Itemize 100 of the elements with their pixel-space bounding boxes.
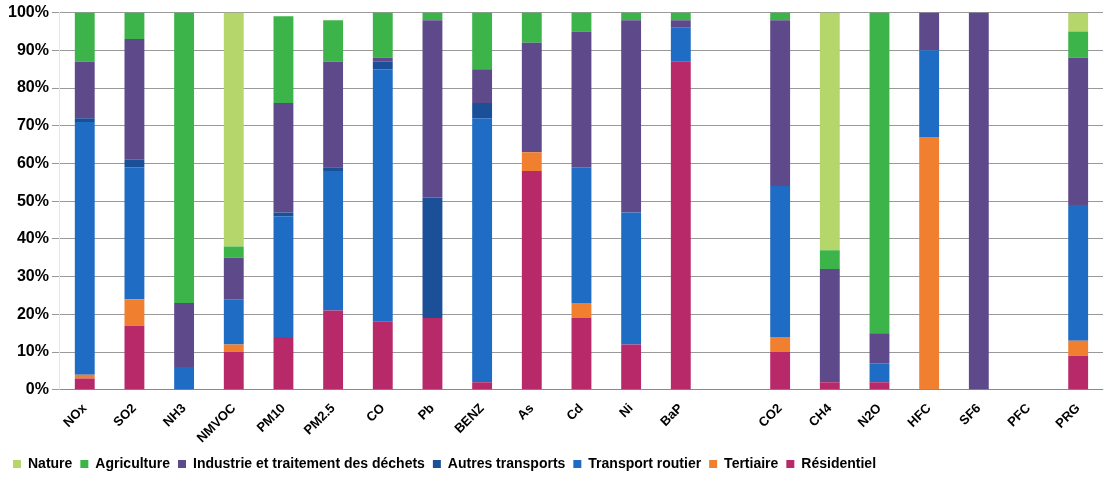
- bar: [323, 310, 344, 390]
- x-tick-label: Ni: [615, 400, 636, 421]
- bar: [670, 61, 691, 390]
- bar: [323, 171, 344, 311]
- bar: [372, 69, 393, 322]
- bar: [919, 50, 940, 138]
- x-tick-label: BaP: [656, 400, 686, 429]
- bar: [571, 31, 592, 168]
- bar: [819, 12, 840, 251]
- y-tick-label: 60%: [16, 153, 49, 171]
- bar: [770, 186, 791, 337]
- bar: [74, 378, 95, 390]
- bar: [372, 57, 393, 62]
- bar: [124, 167, 145, 300]
- bar: [521, 12, 542, 43]
- x-tick-label: Cd: [563, 400, 587, 424]
- bar: [372, 12, 393, 58]
- bar: [124, 39, 145, 160]
- bar: [273, 336, 294, 390]
- bar: [819, 269, 840, 383]
- bar: [621, 212, 642, 345]
- y-tick-label: 40%: [16, 229, 49, 247]
- bar: [124, 325, 145, 390]
- bar: [124, 159, 145, 168]
- bar: [273, 212, 294, 217]
- y-tick-label: 20%: [16, 304, 49, 322]
- bar: [223, 12, 244, 247]
- bar: [472, 103, 493, 119]
- bar: [670, 20, 691, 28]
- bar: [124, 299, 145, 326]
- bar: [1068, 355, 1089, 390]
- legend-label: Industrie et traitement des déchets: [193, 454, 426, 471]
- bar: [74, 61, 95, 119]
- bar: [521, 152, 542, 171]
- y-tick-label: 80%: [16, 78, 49, 96]
- bar: [968, 12, 989, 390]
- bar: [422, 318, 443, 390]
- bar: [770, 352, 791, 390]
- bar: [422, 197, 443, 319]
- y-tick-label: 100%: [8, 3, 49, 21]
- bar: [1068, 57, 1089, 205]
- legend-label: Agriculture: [95, 454, 171, 471]
- y-tick-label: 30%: [16, 267, 49, 285]
- bar: [869, 382, 890, 390]
- y-tick-label: 0%: [25, 380, 49, 398]
- x-tick-label: SF6: [956, 400, 984, 428]
- bar: [223, 352, 244, 390]
- bar: [372, 61, 393, 70]
- bar: [174, 367, 195, 390]
- bar: [571, 12, 592, 32]
- x-tick-label: SO2: [110, 400, 140, 430]
- legend-label: Résidentiel: [801, 454, 877, 471]
- legend-label: Autres transports: [447, 454, 566, 471]
- y-tick-label: 90%: [16, 40, 49, 58]
- bar: [74, 12, 95, 62]
- x-tick-label: As: [514, 400, 537, 423]
- bar: [869, 333, 890, 364]
- bar: [372, 321, 393, 390]
- bar: [770, 12, 791, 21]
- bar: [1068, 12, 1089, 32]
- bar: [571, 318, 592, 390]
- bar: [521, 42, 542, 153]
- bar: [472, 118, 493, 383]
- bar: [670, 12, 691, 21]
- bar: [422, 20, 443, 198]
- bar: [223, 344, 244, 353]
- bar: [1068, 204, 1089, 341]
- bar: [1068, 31, 1089, 58]
- x-tick-label: CO2: [755, 400, 785, 430]
- bar: [472, 69, 493, 104]
- y-tick-label: 10%: [16, 342, 49, 360]
- legend-label: Nature: [28, 454, 73, 471]
- bar: [472, 382, 493, 390]
- bar: [472, 12, 493, 70]
- bar: [521, 171, 542, 390]
- x-tick-label: CO: [363, 400, 388, 425]
- bar: [273, 216, 294, 337]
- bar: [869, 12, 890, 334]
- bar: [670, 27, 691, 62]
- bar: [223, 246, 244, 258]
- bar: [869, 363, 890, 383]
- bar: [174, 12, 195, 304]
- legend-label: Transport routier: [588, 454, 702, 471]
- bar: [770, 336, 791, 353]
- bar: [174, 303, 195, 368]
- bar: [571, 303, 592, 319]
- bar: [273, 103, 294, 213]
- bar: [223, 299, 244, 345]
- bar: [621, 12, 642, 21]
- bar: [124, 12, 145, 39]
- bar: [74, 118, 95, 122]
- y-tick-label: 70%: [16, 116, 49, 134]
- y-tick-label: 50%: [16, 191, 49, 209]
- bar: [323, 167, 344, 171]
- bar: [919, 137, 940, 390]
- bar: [323, 20, 344, 62]
- x-tick-label: Pb: [414, 400, 438, 423]
- bar: [571, 167, 592, 304]
- legend-label: Tertiaire: [724, 454, 779, 471]
- bar: [919, 12, 940, 51]
